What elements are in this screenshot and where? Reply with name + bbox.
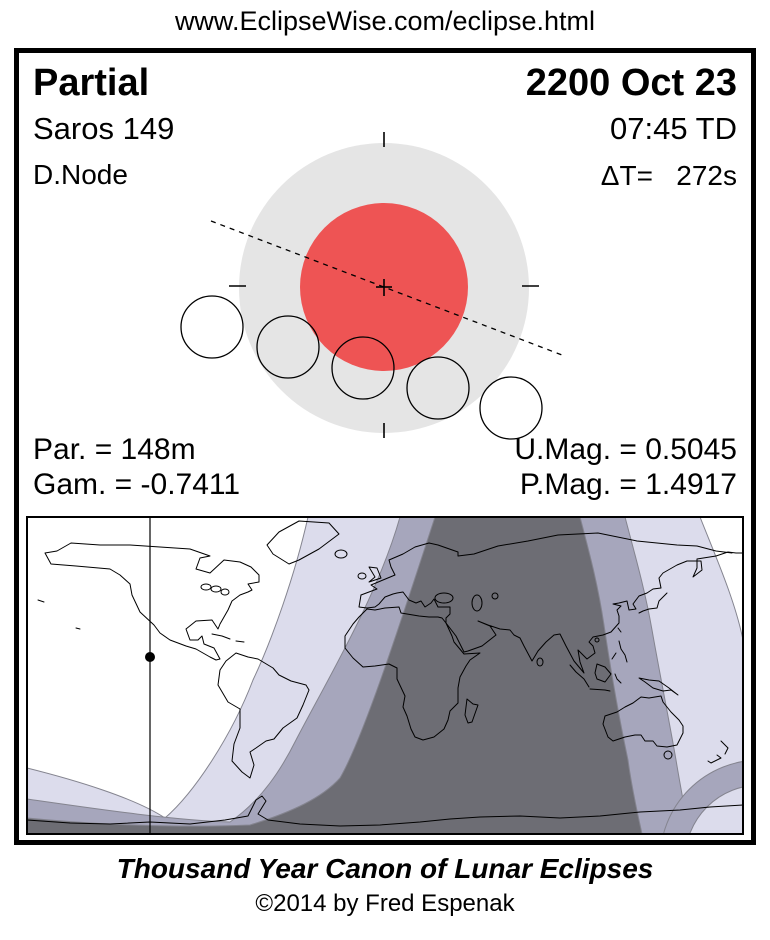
borneo-coast — [594, 663, 612, 683]
europe-arctic-coast — [360, 532, 733, 596]
great-lake — [220, 588, 230, 596]
australia-coast — [602, 695, 684, 748]
aral-sea — [491, 592, 499, 600]
antarctica-coast — [27, 795, 743, 827]
pacific-islets — [37, 599, 81, 630]
delta-t-label: ΔT= 272s — [600, 160, 737, 191]
philippines-coast — [611, 640, 628, 663]
moon-contact-p1-circle — [180, 295, 244, 359]
hainan-coast — [594, 637, 600, 643]
moon-contact-p4-circle — [479, 376, 543, 440]
new-guinea-coast — [638, 677, 679, 696]
umbral-magnitude-label: U.Mag. = 0.5045 — [514, 433, 737, 466]
gamma-label: Gam. = -0.7411 — [33, 468, 241, 501]
saros-label: Saros 149 — [33, 111, 175, 146]
taiwan-coast — [617, 627, 622, 633]
madagascar-coast — [464, 698, 479, 724]
japan-coast — [638, 592, 668, 614]
url-title: www.EclipseWise.com/eclipse.html — [174, 6, 596, 36]
eclipse-time-label: 07:45 TD — [610, 111, 737, 146]
north-america-coast — [44, 542, 260, 661]
ireland-coast — [357, 572, 367, 580]
sri-lanka-coast — [536, 657, 544, 667]
europe-mediterranean-asia-south-coast — [358, 551, 743, 674]
map-corner-zone-penumbral — [689, 786, 743, 834]
eclipse-date-label: 2200 Oct 23 — [525, 62, 737, 104]
world-map — [27, 517, 743, 834]
coastlines — [27, 520, 743, 827]
greenland-coast — [266, 520, 340, 565]
shadow-diagram — [180, 132, 563, 440]
moon-greatest-eclipse-circle — [331, 336, 395, 400]
sulawesi-coast — [614, 673, 622, 684]
britain-coast — [368, 566, 382, 583]
figure-frame — [14, 48, 756, 845]
great-lake — [200, 583, 212, 591]
great-lake — [210, 585, 222, 593]
map-border — [26, 516, 744, 835]
caribbean-islands — [211, 633, 245, 643]
shadow-center-cross — [376, 279, 392, 296]
black-sea — [434, 592, 454, 604]
copyright-label: ©2014 by Fred Espenak — [255, 890, 515, 917]
south-america-coast — [217, 652, 310, 779]
tasmania-coast — [663, 750, 673, 760]
moon-contact-u4-circle — [406, 356, 470, 420]
node-label: D.Node — [33, 159, 128, 190]
africa-coast — [344, 606, 481, 741]
java-coast — [589, 688, 611, 692]
sumatra-coast — [569, 664, 590, 688]
partial-duration-label: Par. = 148m — [33, 433, 196, 466]
penumbral-magnitude-label: P.Mag. = 1.4917 — [519, 468, 737, 501]
eclipse-type-label: Partial — [33, 62, 150, 104]
canon-title: Thousand Year Canon of Lunar Eclipses — [116, 853, 654, 884]
map-zone-not-visible — [27, 517, 643, 834]
iceland-coast — [334, 549, 348, 559]
sublunar-point-dot — [145, 652, 155, 662]
ecliptic-dashed-line — [210, 220, 563, 356]
new-zealand-coast — [707, 740, 729, 764]
moon-contact-u1-circle — [256, 315, 320, 379]
caspian-sea — [471, 594, 483, 612]
